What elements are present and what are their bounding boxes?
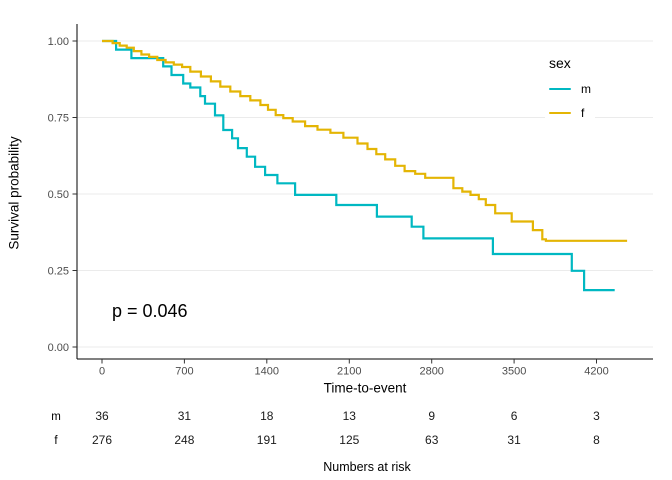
- legend-entry-f: f: [549, 101, 591, 125]
- y-tick-label: 0.75: [48, 112, 69, 124]
- risk-row-label-m: m: [51, 411, 61, 423]
- legend-swatch-m: [549, 87, 571, 91]
- x-tick-label: 1400: [255, 366, 279, 378]
- risk-count: 3: [593, 409, 600, 423]
- p-value-annotation: p = 0.046: [112, 301, 188, 321]
- risk-count: 191: [257, 433, 277, 447]
- x-tick-label: 2800: [419, 366, 443, 378]
- y-tick-label: 0.25: [48, 265, 69, 277]
- x-tick-label: 700: [175, 366, 193, 378]
- survival-curve-m: [102, 39, 615, 292]
- risk-count: 13: [343, 409, 357, 423]
- legend-title: sex: [549, 55, 571, 71]
- risk-count: 31: [507, 433, 521, 447]
- risk-count: 125: [339, 433, 359, 447]
- legend-label-f: f: [581, 106, 585, 120]
- y-tick-label: 0.00: [48, 342, 69, 354]
- y-tick-label: 0.50: [48, 189, 69, 201]
- risk-row-label-f: f: [54, 435, 58, 447]
- x-tick-label: 2100: [337, 366, 361, 378]
- risk-count: 63: [425, 433, 439, 447]
- risk-count: 6: [511, 409, 518, 423]
- x-tick-label: 0: [99, 366, 105, 378]
- legend-entry-m: m: [549, 77, 591, 101]
- x-tick-label: 3500: [502, 366, 526, 378]
- risk-count: 36: [95, 409, 109, 423]
- legend: sex m f: [545, 55, 595, 129]
- y-axis-title: Survival probability: [6, 136, 22, 250]
- risk-count: 248: [174, 433, 194, 447]
- survival-curve-f: [102, 39, 628, 242]
- risk-table-caption: Numbers at risk: [323, 460, 411, 474]
- risk-count: 18: [260, 409, 274, 423]
- x-axis-title: Time-to-event: [323, 380, 407, 396]
- risk-count: 31: [178, 409, 192, 423]
- legend-swatch-f: [549, 111, 571, 115]
- x-tick-label: 4200: [584, 366, 608, 378]
- legend-label-m: m: [581, 82, 591, 96]
- risk-count: 276: [92, 433, 112, 447]
- risk-count: 8: [593, 433, 600, 447]
- risk-count: 9: [428, 409, 435, 423]
- y-tick-label: 1.00: [48, 36, 69, 48]
